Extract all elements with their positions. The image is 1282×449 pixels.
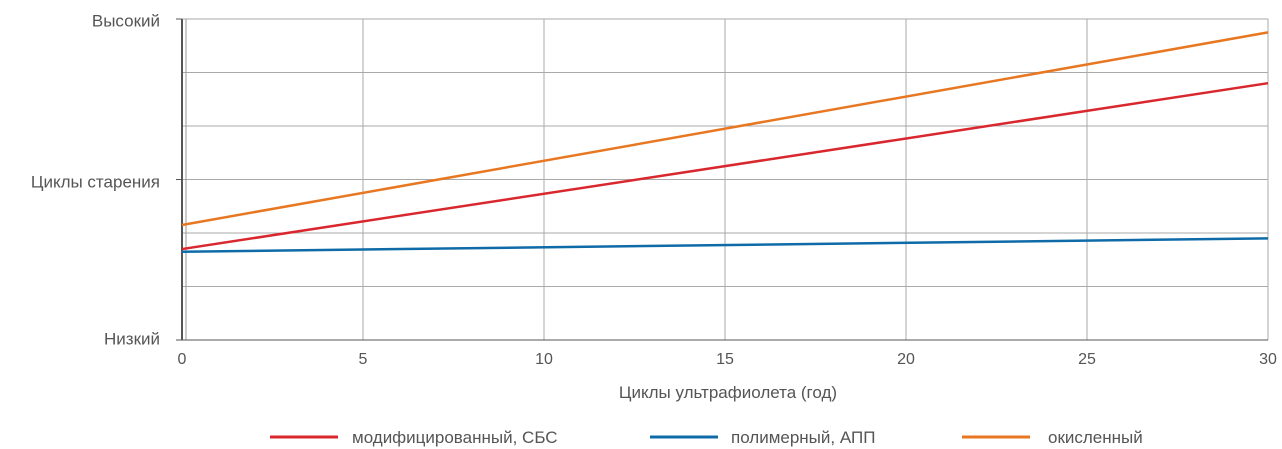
legend: модифицированный, СБС полимерный, АПП ок…: [270, 428, 1143, 447]
legend-label-sbs: модифицированный, СБС: [352, 428, 558, 447]
legend-label-oxidized: окисленный: [1048, 428, 1143, 447]
legend-label-app: полимерный, АПП: [731, 428, 875, 447]
series-line-1: [181, 237, 1269, 253]
y-tick-label-mid: Циклы старения: [31, 172, 160, 191]
axes: [176, 18, 1268, 341]
series-line-2: [181, 31, 1269, 227]
y-tick-labels: Низкий Циклы старения Высокий: [31, 11, 160, 348]
x-tick-labels: 0 5 10 15 20 25 30: [178, 351, 1277, 368]
x-tick-label: 15: [716, 351, 734, 368]
x-tick-label: 25: [1078, 351, 1096, 368]
x-tick-label: 0: [178, 351, 187, 368]
series-line-0: [181, 81, 1269, 251]
y-tick-label-low: Низкий: [104, 329, 160, 348]
x-tick-label: 20: [897, 351, 915, 368]
x-tick-label: 10: [535, 351, 553, 368]
x-tick-label: 30: [1259, 351, 1277, 368]
grid-lines: [182, 18, 1269, 340]
series-lines: [181, 31, 1269, 253]
y-tick-label-high: Высокий: [92, 11, 160, 30]
x-axis-title: Циклы ультрафиолета (год): [619, 383, 837, 402]
x-tick-label: 5: [359, 351, 368, 368]
